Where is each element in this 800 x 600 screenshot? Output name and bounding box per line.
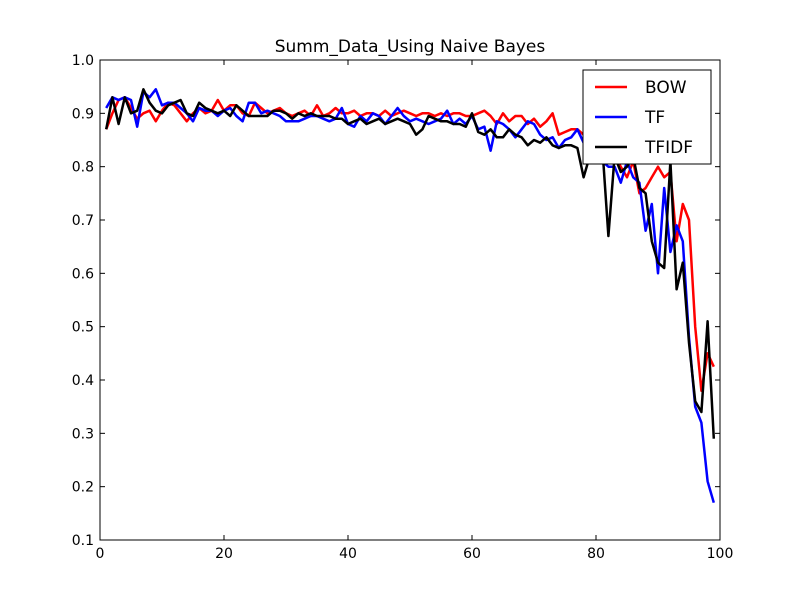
legend-label-bow: BOW [645,78,687,98]
axis-ticks: 0 20 40 60 80 100 0.1 0.2 0.3 0.4 0.5 0.6 0.7 0.8 0.9 1… [72,53,734,562]
y-tick-label: 1.0 [72,53,94,69]
legend-label-tfidf: TFIDF [644,138,693,158]
legend: BOW TF TFIDF [582,69,712,165]
y-tick-label: 0.6 [72,266,94,282]
chart-title: Summ_Data_Using Naive Bayes [275,37,546,57]
legend-label-tf: TF [644,108,665,128]
x-tick-label: 20 [215,546,233,562]
y-tick-label: 0.2 [72,480,94,496]
y-tick-label: 0.3 [72,426,94,442]
x-tick-label: 0 [96,546,105,562]
plot-area-frame [99,59,721,541]
y-tick-label: 0.4 [72,373,94,389]
y-tick-label: 0.8 [72,160,94,176]
x-tick-label: 40 [339,546,357,562]
y-tick-label: 0.1 [72,533,94,549]
x-tick-label: 80 [587,546,605,562]
x-tick-label: 100 [707,546,734,562]
y-tick-label: 0.9 [72,106,94,122]
y-tick-label: 0.5 [72,320,94,336]
x-tick-label: 60 [463,546,481,562]
y-tick-label: 0.7 [72,213,94,229]
series-line-tfidf [104,88,716,439]
